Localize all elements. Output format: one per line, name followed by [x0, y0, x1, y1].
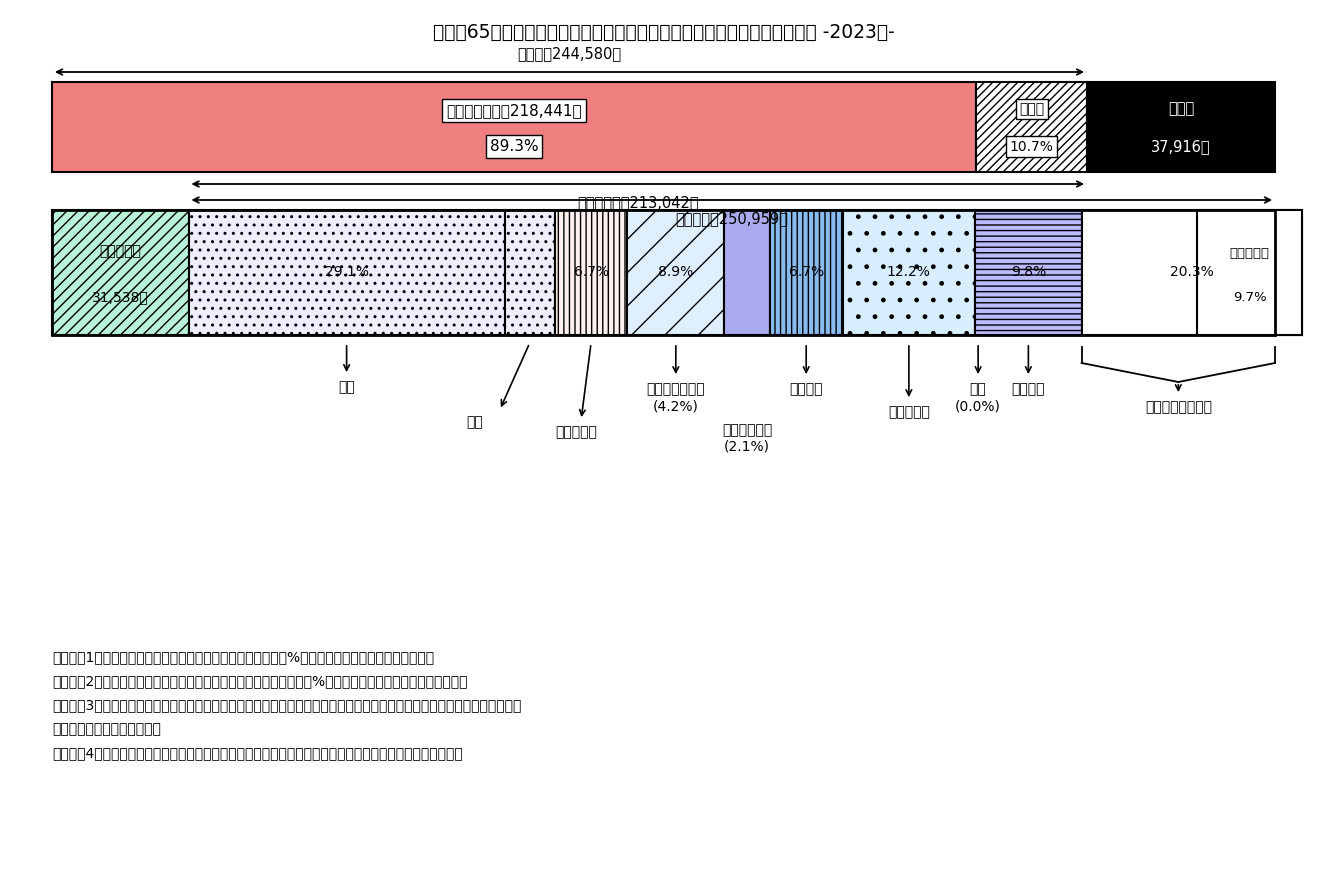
Text: 10.7%: 10.7% — [1009, 140, 1053, 154]
Text: 教育: 教育 — [969, 382, 987, 396]
Text: 不足分: 不足分 — [1167, 101, 1194, 117]
Text: 実収入　244,580円: 実収入 244,580円 — [518, 46, 622, 61]
Text: 住居: 住居 — [466, 415, 483, 429]
Text: うち交際費: うち交際費 — [1230, 247, 1270, 260]
Text: 交通・通信: 交通・通信 — [888, 405, 930, 419]
Text: 6.7%: 6.7% — [574, 265, 608, 279]
Text: 29.1%: 29.1% — [324, 265, 369, 279]
Text: (4.2%): (4.2%) — [653, 399, 699, 413]
Bar — [52, 210, 189, 335]
Bar — [975, 210, 1081, 335]
Bar — [1197, 210, 1303, 335]
Text: 8.9%: 8.9% — [659, 265, 693, 279]
Text: 光熱・水道: 光熱・水道 — [555, 425, 598, 439]
Bar — [976, 82, 1088, 172]
Text: 3　図中の「消費支出」のうち、他の世帯への贈答品やサービスの支出は、「その他の消費支出」の「うち交際費」: 3 図中の「消費支出」のうち、他の世帯への贈答品やサービスの支出は、「その他の消… — [52, 698, 522, 712]
Text: 社会保障給付　218,441円: 社会保障給付 218,441円 — [446, 103, 582, 118]
Bar — [842, 210, 975, 335]
Bar — [1088, 82, 1275, 172]
Text: その他: その他 — [1019, 102, 1044, 116]
Text: 消費支出　250,959円: 消費支出 250,959円 — [676, 211, 789, 226]
Text: 6.7%: 6.7% — [789, 265, 823, 279]
Bar — [505, 210, 555, 335]
Text: 被服及び履物: 被服及び履物 — [722, 423, 772, 437]
Text: 12.2%: 12.2% — [887, 265, 931, 279]
Text: 保健医療: 保健医療 — [789, 382, 823, 396]
Text: 図１　65歳以上の夫婦のみの無職世帯（夫婦高齢者無職世帯）の家計収支 -2023年-: 図１ 65歳以上の夫婦のみの無職世帯（夫婦高齢者無職世帯）の家計収支 -2023… — [433, 22, 895, 42]
Text: 20.3%: 20.3% — [1170, 265, 1214, 279]
Bar — [1081, 210, 1303, 335]
Text: 食料: 食料 — [339, 380, 355, 394]
Text: 37,916円: 37,916円 — [1151, 140, 1211, 154]
Text: 89.3%: 89.3% — [490, 140, 538, 154]
Text: 4　図中の「不足分」とは、「実収入」と、「消費支出」及び「非消費支出」の計との差額である。: 4 図中の「不足分」とは、「実収入」と、「消費支出」及び「非消費支出」の計との差… — [52, 746, 462, 760]
Bar — [52, 210, 1275, 335]
Bar — [189, 210, 505, 335]
Bar — [555, 210, 627, 335]
Text: 非消費支出: 非消費支出 — [100, 244, 141, 258]
Bar — [627, 210, 724, 335]
Bar — [770, 210, 842, 335]
Text: 31,538円: 31,538円 — [92, 290, 149, 304]
Text: (0.0%): (0.0%) — [955, 399, 1001, 413]
Text: （注）　1　図中の「社会保障給付」及び「その他」の割合（%）は、実収入に占める割合である。: （注） 1 図中の「社会保障給付」及び「その他」の割合（%）は、実収入に占める割… — [52, 650, 434, 664]
Text: 教養娯楽: 教養娯楽 — [1012, 382, 1045, 396]
Text: (2.1%): (2.1%) — [724, 440, 770, 454]
Text: 可処分所得　213,042円: 可処分所得 213,042円 — [576, 195, 699, 210]
Bar — [52, 82, 976, 172]
Text: 家具・家事用品: 家具・家事用品 — [647, 382, 705, 396]
Text: に含まれている。: に含まれている。 — [52, 722, 161, 736]
Text: その他の消費支出: その他の消費支出 — [1145, 400, 1212, 414]
Text: 2　図中の「食料」から「その他の消費支出」までの割合（%）は、消費支出に占める割合である。: 2 図中の「食料」から「その他の消費支出」までの割合（%）は、消費支出に占める割… — [52, 674, 467, 688]
Text: 9.7%: 9.7% — [1232, 291, 1267, 304]
Text: 9.8%: 9.8% — [1011, 265, 1046, 279]
Bar — [724, 210, 770, 335]
